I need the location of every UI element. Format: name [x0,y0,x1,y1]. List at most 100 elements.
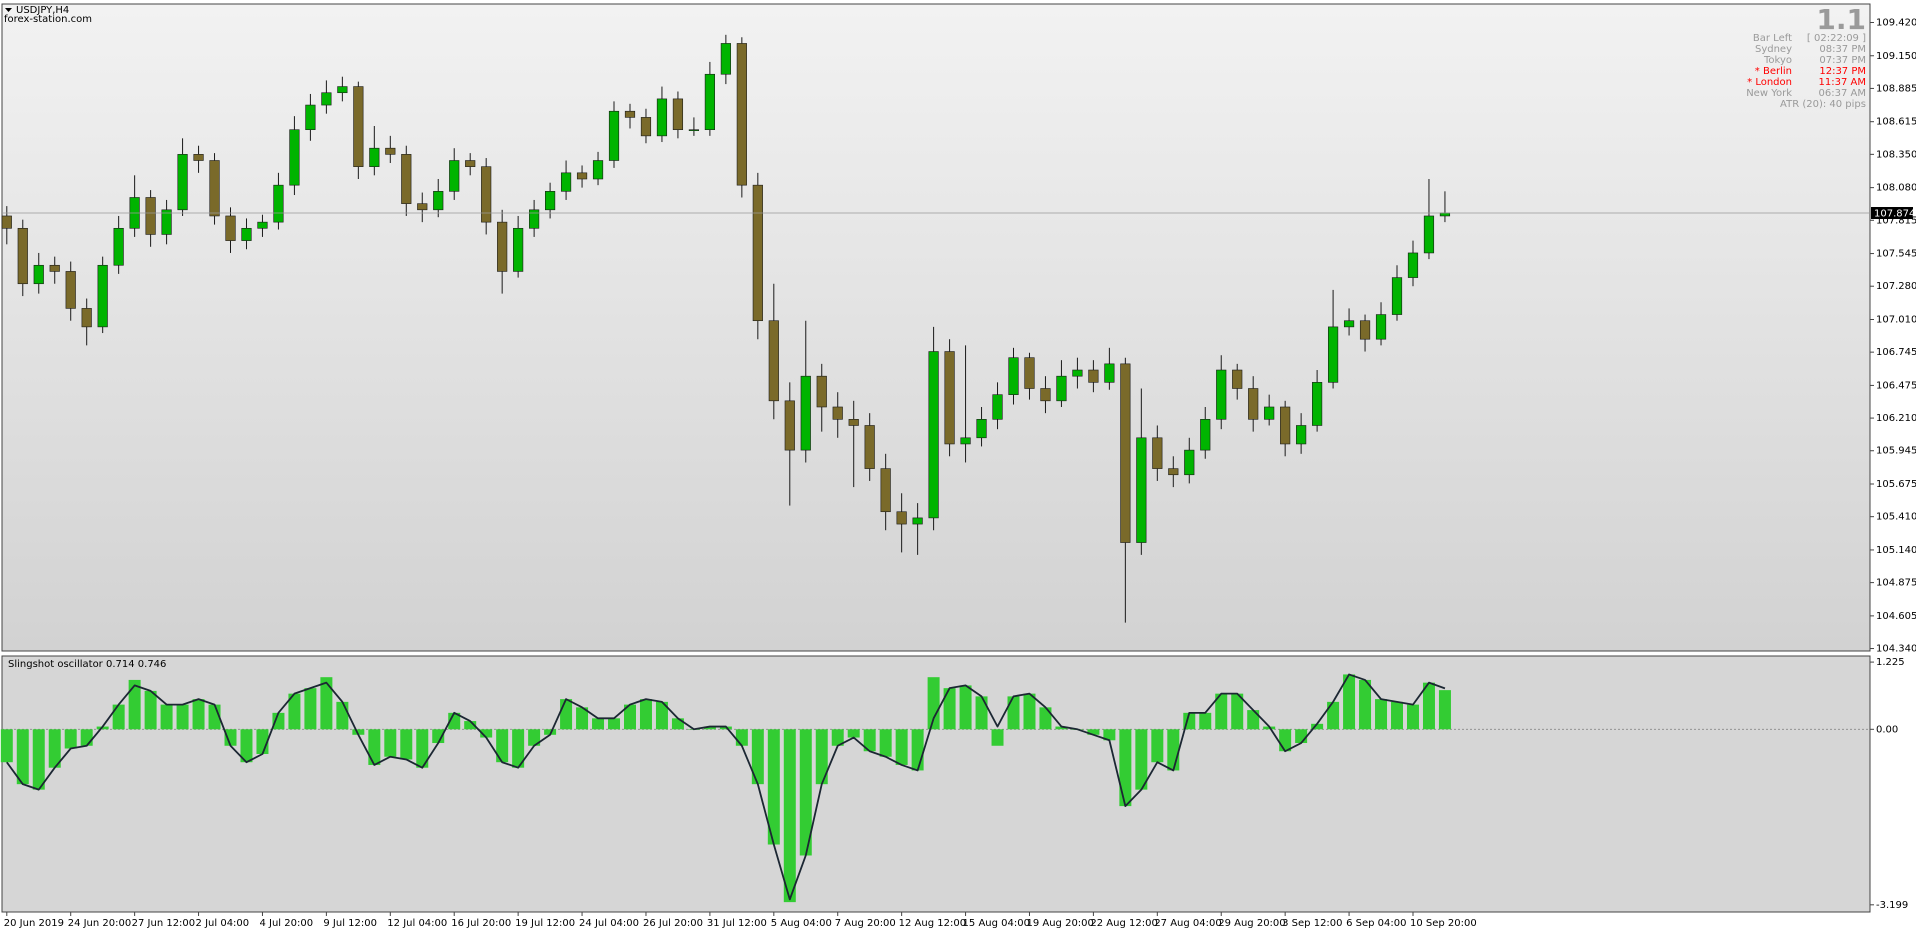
candle-body [1072,369,1083,377]
oscillator-bar [751,729,764,785]
y-tick-label: 104.340 [1876,644,1916,655]
oscillator-bar [1422,682,1435,730]
y-tick-label: 108.350 [1876,149,1916,160]
oscillator-bar [224,729,237,746]
oscillator-bar [176,704,189,730]
x-tick-label: 29 Aug 20:00 [1218,918,1285,929]
candle-body [177,154,188,211]
candle-body [608,110,620,161]
candle-body [1391,277,1403,315]
oscillator-bar [80,729,93,746]
oscillator-bar [576,707,589,730]
oscillator-bar [208,704,221,730]
oscillator-bar [1119,729,1132,807]
candle-body [513,227,524,272]
oscillator-bar [336,701,349,730]
x-tick-label: 31 Jul 12:00 [707,918,767,929]
candle-body [193,154,204,161]
candle-body [1120,363,1131,543]
info-label: Sydney [1755,44,1792,55]
candle-body [225,215,236,241]
candle-body [736,43,747,186]
oscillator-bar [304,688,317,730]
x-tick-label: 20 Jun 2019 [4,918,64,929]
x-tick-label: 5 Aug 04:00 [771,918,832,929]
y-tick-label: 107.815 [1876,215,1916,226]
candle-body [1359,320,1371,340]
candle-body [1423,215,1435,254]
symbol-title: USDJPY,H4 [16,5,69,16]
oscillator-bar [671,718,684,730]
candle-body [704,73,715,131]
oscillator-bar [703,726,716,730]
candle-body [784,400,795,451]
candle-body [1104,363,1115,383]
candle-body [1216,369,1227,420]
oscillator-bar [1231,693,1244,730]
y-tick-label: 108.885 [1876,83,1916,94]
oscillator-bar [64,729,77,749]
x-tick-label: 6 Sep 04:00 [1346,918,1406,929]
oscillator-bar [735,729,748,746]
oscillator-bar [0,729,13,763]
y-tick-label: 107.010 [1876,314,1916,325]
candle-body [305,104,316,131]
oscillator-bar [1375,699,1388,730]
oscillator-bar [1087,729,1100,735]
candle-body [656,98,668,137]
oscillator-bar [256,729,269,754]
candle-body [113,227,124,266]
candle-body [337,86,348,94]
candle-body [1248,388,1259,420]
info-value: 11:37 AM [1819,77,1866,88]
oscillator-bar [400,729,413,760]
oscillator-bar [815,729,828,785]
price-panel [1,3,1871,652]
candle-body [1232,369,1243,389]
oscillator-bar [767,729,780,845]
candle-body [1056,375,1067,402]
oscillator-bar [432,729,445,744]
menu-arrow[interactable] [5,8,12,12]
y-tick-label: 107.280 [1876,281,1916,292]
x-tick-label: 4 Jul 20:00 [259,918,313,929]
oscillator-bar [1247,710,1260,730]
x-tick-label: 27 Jun 12:00 [132,918,196,929]
candle-body [1312,382,1323,426]
x-tick-label: 19 Aug 20:00 [1026,918,1093,929]
oscillator-bar [847,729,860,738]
oscillator-bar [128,679,141,730]
candle-body [624,110,636,118]
candle-body [800,375,811,451]
candle-body [545,191,556,211]
y-tick-label: 105.140 [1876,545,1916,556]
y-tick-label: 109.150 [1876,51,1916,62]
candle-body [97,264,108,328]
info-big-value: 1.1 [1816,3,1866,36]
candle-body [640,117,652,137]
oscillator-bar [240,729,253,763]
oscillator-bar [48,729,61,768]
candle-body [1040,388,1051,402]
candle-body [1184,449,1195,476]
oscillator-bar [639,699,652,730]
oscillator-bar [16,729,29,785]
y-tick-label: 107.545 [1876,249,1916,260]
candle-body [529,209,540,229]
oscillator-bar [528,729,541,746]
oscillator-bar [1279,729,1292,752]
oscillator-bar [592,718,605,730]
oscillator-bar [1295,729,1308,744]
oscillator-bar [1007,696,1020,730]
candle-body [864,425,875,469]
candle-body [321,92,332,106]
candle-body [592,160,604,180]
x-tick-label: 7 Aug 20:00 [835,918,896,929]
info-label: Bar Left [1753,33,1792,44]
oscillator-bar [1343,674,1356,730]
candle-body [1136,437,1147,543]
y-tick-label: -3.199 [1876,900,1908,911]
y-tick-label: 106.475 [1876,380,1916,391]
oscillator-bar [448,712,461,730]
info-value: 08:37 PM [1819,44,1866,55]
